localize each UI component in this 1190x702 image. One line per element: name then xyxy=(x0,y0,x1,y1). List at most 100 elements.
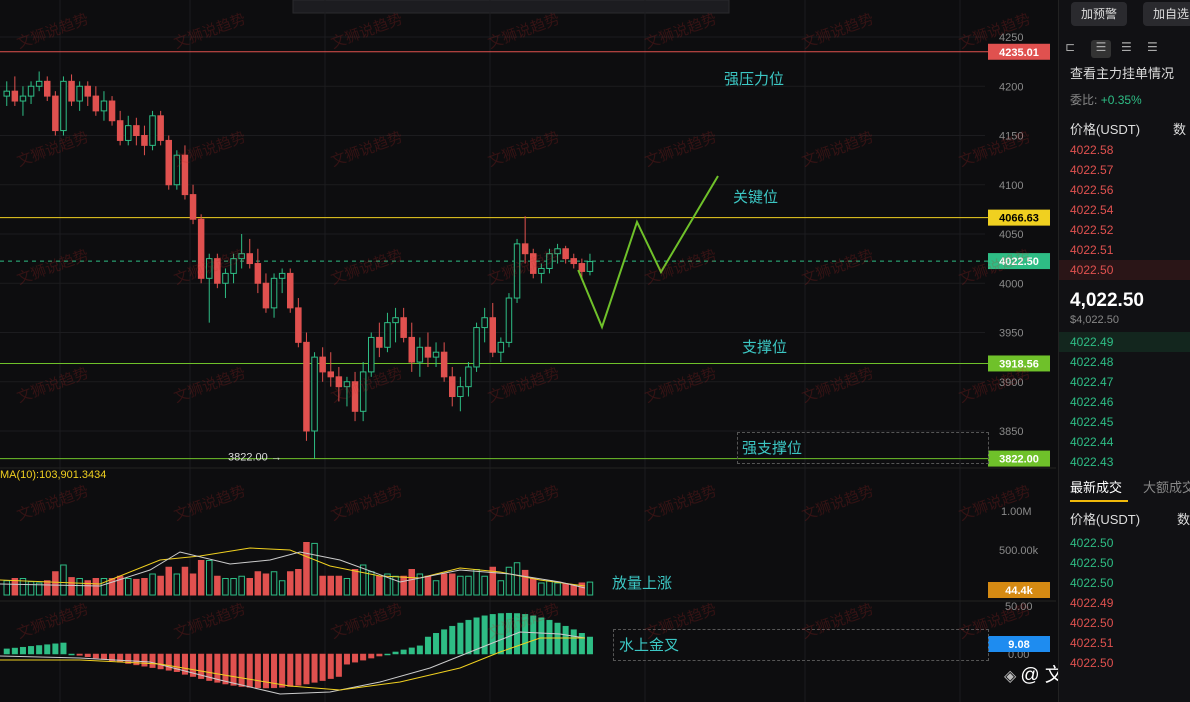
main-order-title[interactable]: 查看主力挂单情况 xyxy=(1070,66,1175,81)
volume-bar-10 xyxy=(84,580,91,596)
volume-bar-1 xyxy=(11,578,19,596)
candle-body-5 xyxy=(44,80,51,97)
trade-row-6[interactable]: 4022.50 xyxy=(1070,656,1114,670)
view-tab-depth-icon[interactable]: ☰ xyxy=(1147,40,1158,54)
volume-bar-4 xyxy=(35,582,43,596)
candle-body-9 xyxy=(76,85,83,102)
binance-icon: ◈ xyxy=(1004,668,1017,685)
tab-latest-trades[interactable]: 最新成交 xyxy=(1070,480,1123,495)
volume-bar-8 xyxy=(68,577,75,596)
macd-bar-22 xyxy=(181,653,188,675)
bid-row-1[interactable]: 4022.48 xyxy=(1070,355,1114,369)
trade-row-1[interactable]: 4022.50 xyxy=(1070,556,1114,570)
price-chart-svg[interactable]: 4250 4200 4150 4100 4050 4000 3950 3900 3850 4235… xyxy=(0,0,1056,702)
volume-bar-45 xyxy=(368,571,375,596)
add-alert-button[interactable]: 加预警 xyxy=(1071,2,1128,26)
candle-body-17 xyxy=(141,135,148,146)
macd-bar-52 xyxy=(424,636,431,655)
candle-body-72 xyxy=(586,261,594,272)
ask-row-2[interactable]: 4022.56 xyxy=(1070,183,1114,197)
level-tag-bg-3 xyxy=(988,355,1050,372)
annotation-strong-resistance: 强压力位 xyxy=(724,71,785,88)
add-watchlist-button[interactable]: 加自选 xyxy=(1143,2,1190,26)
view-tab-bids-icon[interactable]: ☰ xyxy=(1091,40,1111,58)
macd-bar-7 xyxy=(60,642,67,655)
level-tag-bg-4 xyxy=(988,450,1050,467)
bid-row-5[interactable]: 4022.44 xyxy=(1070,435,1114,449)
volume-bar-30 xyxy=(246,578,253,596)
volume-bar-37 xyxy=(303,542,310,596)
macd-tag-bg xyxy=(988,636,1050,652)
volume-bar-36 xyxy=(295,569,302,596)
volume-bar-13 xyxy=(108,578,116,596)
trade-price-header: 价格(USDT) xyxy=(1070,512,1141,527)
view-tab-both-icon[interactable]: ⊏ xyxy=(1065,40,1076,54)
bid-row-4[interactable]: 4022.45 xyxy=(1070,415,1114,429)
macd-bar-56 xyxy=(457,622,464,655)
candle-body-44 xyxy=(359,371,367,412)
bid-row-3[interactable]: 4022.46 xyxy=(1070,395,1114,409)
macd-bar-12 xyxy=(100,653,107,660)
volume-tick-0: 1.00M xyxy=(1001,506,1032,518)
ask-row-1[interactable]: 4022.57 xyxy=(1070,163,1114,177)
bid-row-6[interactable]: 4022.43 xyxy=(1070,455,1114,469)
volume-bar-21 xyxy=(173,573,181,596)
ask-row-5[interactable]: 4022.51 xyxy=(1070,243,1114,257)
price-tick-5: 4000 xyxy=(999,278,1023,290)
macd-bar-72 xyxy=(586,636,593,655)
candle-body-28 xyxy=(230,258,237,274)
ask-row-3[interactable]: 4022.54 xyxy=(1070,203,1114,217)
ask-row-4[interactable]: 4022.52 xyxy=(1070,223,1114,237)
volume-bar-27 xyxy=(222,578,229,596)
volume-bar-33 xyxy=(270,571,278,596)
candle-body-7 xyxy=(60,80,67,132)
macd-bar-50 xyxy=(408,647,415,655)
view-tab-asks-icon[interactable]: ☰ xyxy=(1121,40,1132,54)
candle-body-33 xyxy=(270,277,278,309)
candle-body-45 xyxy=(368,336,375,373)
macd-bar-66 xyxy=(538,617,545,655)
candle-body-49 xyxy=(400,317,407,338)
trade-row-2[interactable]: 4022.50 xyxy=(1070,576,1114,590)
trade-row-0[interactable]: 4022.50 xyxy=(1070,536,1114,550)
trade-row-3[interactable]: 4022.49 xyxy=(1070,596,1114,610)
volume-bar-9 xyxy=(76,578,83,596)
volume-bar-69 xyxy=(562,583,569,596)
candle-body-4 xyxy=(35,80,43,87)
candle-body-43 xyxy=(351,381,359,412)
candle-body-59 xyxy=(481,317,488,329)
top-toolbar-strip xyxy=(292,0,730,14)
candle-body-2 xyxy=(19,95,27,102)
candle-body-65 xyxy=(530,253,537,274)
volume-ma-line-2 xyxy=(0,551,586,589)
bid-row-2[interactable]: 4022.47 xyxy=(1070,375,1114,389)
volume-bar-46 xyxy=(376,575,383,596)
ask-row-0[interactable]: 4022.58 xyxy=(1070,143,1114,157)
macd-bar-67 xyxy=(546,619,553,655)
bid-row-0[interactable]: 4022.49 xyxy=(1059,332,1190,352)
trade-row-5[interactable]: 4022.51 xyxy=(1070,636,1114,650)
volume-bar-53 xyxy=(432,580,440,596)
trade-row-4[interactable]: 4022.50 xyxy=(1070,616,1114,630)
chart-area[interactable]: 4250 4200 4150 4100 4050 4000 3950 3900 3850 4235… xyxy=(0,0,1140,702)
level-tag-3: 3918.56 xyxy=(999,358,1039,370)
ask-row-6[interactable]: 4022.50 xyxy=(1059,260,1190,280)
price-tick-1: 4200 xyxy=(999,81,1023,93)
candle-body-30 xyxy=(246,253,253,265)
candle-body-6 xyxy=(52,95,59,132)
tab-large-trades[interactable]: 大额成交 xyxy=(1143,480,1190,495)
macd-bar-65 xyxy=(530,615,537,655)
candle-body-15 xyxy=(125,125,132,141)
macd-bar-35 xyxy=(287,653,294,687)
macd-bar-14 xyxy=(117,653,124,663)
candle-body-55 xyxy=(449,376,456,398)
volume-bar-61 xyxy=(497,580,505,596)
price-tick-6: 3950 xyxy=(999,328,1023,340)
candle-body-0 xyxy=(3,90,10,97)
macd-bar-61 xyxy=(497,613,504,655)
ratio-row: 委比: +0.35% xyxy=(1070,93,1142,107)
volume-bar-35 xyxy=(287,571,294,596)
macd-bar-43 xyxy=(352,653,359,663)
level-tag-0: 4235.01 xyxy=(999,47,1039,59)
macd-bar-71 xyxy=(578,633,585,655)
